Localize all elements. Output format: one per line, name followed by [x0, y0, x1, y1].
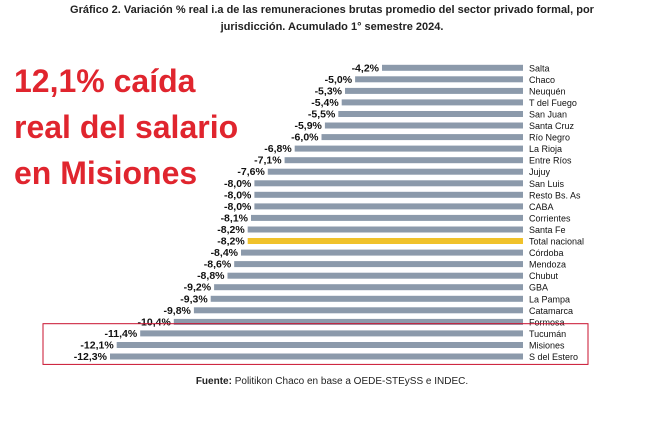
- data-label: -5,0%: [325, 74, 353, 86]
- category-label: La Rioja: [529, 144, 562, 154]
- category-label: Total nacional: [529, 237, 584, 247]
- bar: [341, 99, 523, 106]
- data-label: -8,6%: [204, 259, 232, 271]
- category-label: S del Estero: [529, 352, 578, 362]
- data-label: -5,4%: [311, 97, 339, 109]
- category-label: Catamarca: [529, 306, 573, 316]
- bar: [193, 307, 523, 314]
- bar: [254, 203, 523, 210]
- category-label: Neuquén: [529, 86, 566, 96]
- bar: [267, 168, 523, 175]
- headline-line-1: 12,1% caída: [14, 63, 196, 99]
- chart-title: Gráfico 2. Variación % real i.a de las r…: [40, 2, 624, 36]
- chart-title-line-2: jurisdicción. Acumulado 1° semestre 2024…: [220, 21, 444, 33]
- data-label: -8,0%: [224, 189, 252, 201]
- data-label: -4,2%: [352, 62, 380, 74]
- bar: [382, 64, 523, 71]
- data-label: -8,1%: [221, 212, 249, 224]
- data-label: -8,0%: [224, 201, 252, 213]
- bar: [247, 226, 523, 233]
- data-label: -11,4%: [104, 328, 137, 340]
- category-label: Chubut: [529, 271, 559, 281]
- bar: [210, 295, 523, 302]
- category-label: Entre Ríos: [529, 156, 572, 166]
- category-label: Misiones: [529, 341, 565, 351]
- bar: [214, 284, 523, 291]
- headline-line-3: en Misiones: [14, 155, 198, 191]
- bar: [284, 157, 523, 164]
- bar: [251, 214, 523, 221]
- data-label: -7,6%: [237, 166, 265, 178]
- category-label: Córdoba: [529, 248, 564, 258]
- category-label: Tucumán: [529, 329, 566, 339]
- data-label: -12,1%: [80, 340, 114, 352]
- category-label: San Juan: [529, 110, 567, 120]
- headline-line-2: real del salario: [14, 109, 239, 145]
- category-label: San Luis: [529, 179, 565, 189]
- bar: [321, 134, 523, 141]
- category-label: Santa Fe: [529, 225, 566, 235]
- bar: [345, 87, 523, 94]
- bar: [247, 238, 523, 244]
- headline-overlay: 12,1% caída real del salario en Misiones: [14, 58, 244, 196]
- data-label: -8,8%: [197, 270, 225, 282]
- bar: [140, 330, 523, 337]
- bar: [234, 261, 523, 268]
- category-label: Formosa: [529, 317, 565, 327]
- bar: [294, 145, 523, 152]
- category-label: CABA: [529, 202, 554, 212]
- data-label: -8,0%: [224, 178, 252, 190]
- bar: [227, 272, 523, 279]
- bar: [110, 353, 523, 360]
- highlight-box: [42, 323, 589, 365]
- data-label: -5,3%: [315, 85, 343, 97]
- data-label: -12,3%: [74, 351, 108, 363]
- data-label: -6,0%: [291, 132, 319, 144]
- bar: [338, 111, 523, 117]
- category-label: La Pampa: [529, 294, 570, 304]
- bar: [355, 76, 523, 83]
- category-label: Jujuy: [529, 167, 551, 177]
- data-label: -9,8%: [163, 305, 191, 317]
- data-label: -5,9%: [294, 120, 322, 132]
- data-label: -8,4%: [211, 247, 239, 259]
- chart-title-line-1: Gráfico 2. Variación % real i.a de las r…: [70, 4, 594, 16]
- data-label: -7,1%: [254, 155, 282, 167]
- source-label: Fuente:: [195, 376, 232, 387]
- bar: [324, 122, 523, 129]
- data-label: -6,8%: [264, 143, 292, 155]
- category-label: Mendoza: [529, 260, 566, 270]
- source-text: Politikon Chaco en base a OEDE-STEySS e …: [234, 376, 469, 387]
- bar: [116, 342, 523, 348]
- category-label: Santa Cruz: [529, 121, 575, 131]
- data-label: -9,3%: [180, 293, 208, 305]
- source-note: Fuente: Politikon Chaco en base a OEDE-S…: [0, 376, 664, 387]
- bar: [254, 180, 523, 187]
- bar: [173, 318, 524, 325]
- data-label: -5,5%: [308, 109, 336, 121]
- category-label: T del Fuego: [529, 98, 577, 108]
- data-label: -8,2%: [217, 236, 245, 248]
- category-label: Corrientes: [529, 213, 571, 223]
- category-label: Río Negro: [529, 133, 570, 143]
- category-label: Chaco: [529, 75, 555, 85]
- bar: [254, 191, 523, 198]
- category-label: Resto Bs. As: [529, 190, 581, 200]
- data-label: -8,2%: [217, 224, 245, 236]
- category-label: GBA: [529, 283, 548, 293]
- bar: [241, 249, 523, 256]
- category-label: Salta: [529, 63, 550, 73]
- data-label: -9,2%: [184, 282, 212, 294]
- data-label: -10,4%: [138, 316, 172, 328]
